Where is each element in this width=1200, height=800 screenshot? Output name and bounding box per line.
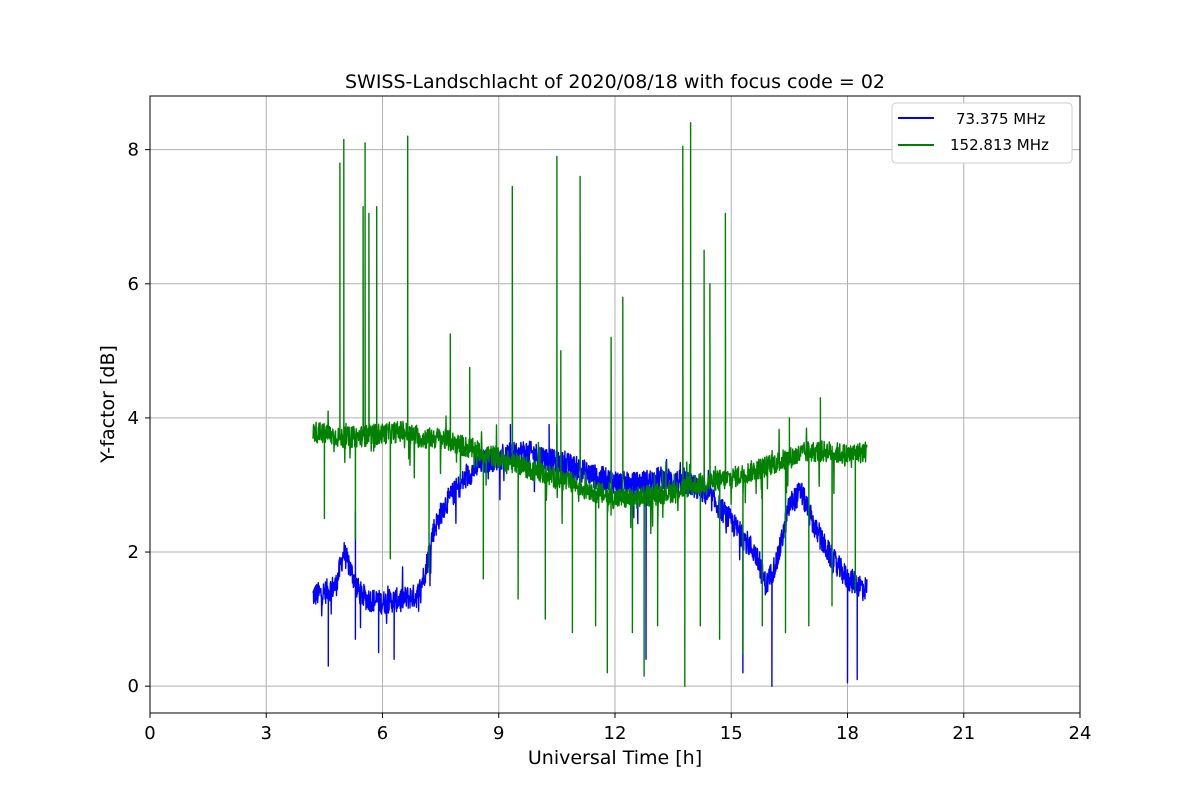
x-tick-label: 24: [1069, 723, 1092, 744]
legend-box: [891, 102, 1073, 164]
y-tick-label: 4: [128, 408, 139, 429]
x-tick-label: 3: [261, 723, 272, 744]
series-line-blue: [312, 423, 868, 687]
y-tick-label: 0: [128, 676, 139, 697]
legend: 73.375 MHz 152.813 MHz: [891, 102, 1073, 164]
y-tick-label: 6: [128, 274, 139, 295]
x-tick-label: 15: [720, 723, 743, 744]
chart-title: SWISS-Landschlacht of 2020/08/18 with fo…: [345, 71, 885, 93]
legend-label-blue: 73.375 MHz: [956, 110, 1045, 128]
series-layer: [312, 122, 868, 687]
x-tick-label: 6: [377, 723, 388, 744]
y-axis-label: Y-factor [dB]: [97, 345, 119, 464]
x-tick-label: 21: [952, 723, 975, 744]
x-tick-label: 0: [144, 723, 155, 744]
x-axis-label: Universal Time [h]: [528, 747, 702, 769]
y-tick-label: 2: [128, 542, 139, 563]
x-axis: 0 3 6 9 12 15 18 21 24: [144, 713, 1091, 744]
x-tick-label: 9: [493, 723, 504, 744]
y-tick-label: 8: [128, 140, 139, 161]
series-line-green: [312, 122, 868, 687]
x-tick-label: 12: [604, 723, 627, 744]
grid: [150, 96, 1080, 713]
legend-label-green: 152.813 MHz: [950, 136, 1049, 154]
y-axis: 0 2 4 6 8: [128, 140, 150, 697]
x-tick-label: 18: [836, 723, 859, 744]
